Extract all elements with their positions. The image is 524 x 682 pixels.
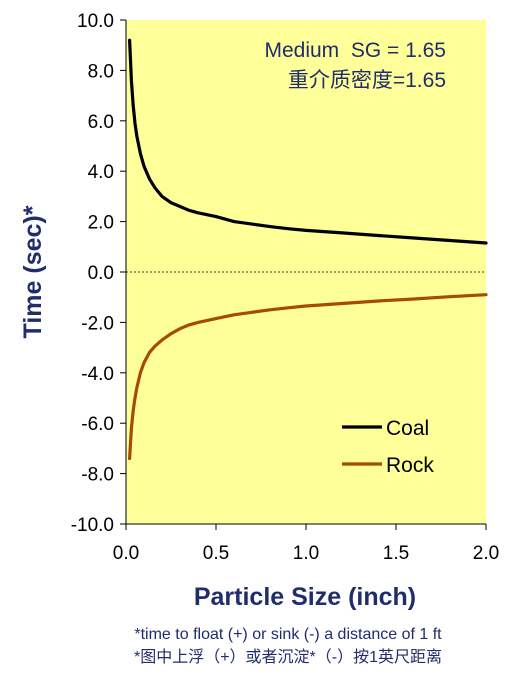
y-axis-title: Time (sec)* [19,205,47,338]
y-tick-label: 6.0 [88,112,114,133]
x-tick-label: 0.0 [113,543,139,564]
annotation-line-1: Medium SG = 1.65 [264,39,446,62]
x-tick-label: 1.5 [383,543,409,564]
series-line-rock [128,293,488,461]
annotation-line-2: 重介质密度=1.65 [288,69,446,92]
legend-label-rock: Rock [386,454,434,477]
series-line-coal [128,38,488,245]
y-tick-label: -2.0 [81,313,114,334]
y-tick-label: 2.0 [88,213,114,234]
y-tick-label: 10.0 [77,11,114,32]
footnote-line-2: *图中上浮（+）或者沉淀*（-）按1英尺距离 [134,648,442,666]
y-tick-label: -4.0 [81,364,114,385]
y-tick-label: -6.0 [81,414,114,435]
x-tick-label: 1.0 [293,543,319,564]
y-tick-label: -8.0 [81,465,114,486]
y-tick-label: -10.0 [71,515,114,536]
y-tick-label: 8.0 [88,61,114,82]
x-tick-label: 0.5 [203,543,229,564]
footnote-line-1: *time to float (+) or sink (-) a distanc… [134,626,442,643]
legend-label-coal: Coal [386,417,429,440]
y-tick-label: 0.0 [88,263,114,284]
x-tick-label: 2.0 [473,543,499,564]
y-tick-label: 4.0 [88,162,114,183]
x-axis-title: Particle Size (inch) [194,583,416,611]
